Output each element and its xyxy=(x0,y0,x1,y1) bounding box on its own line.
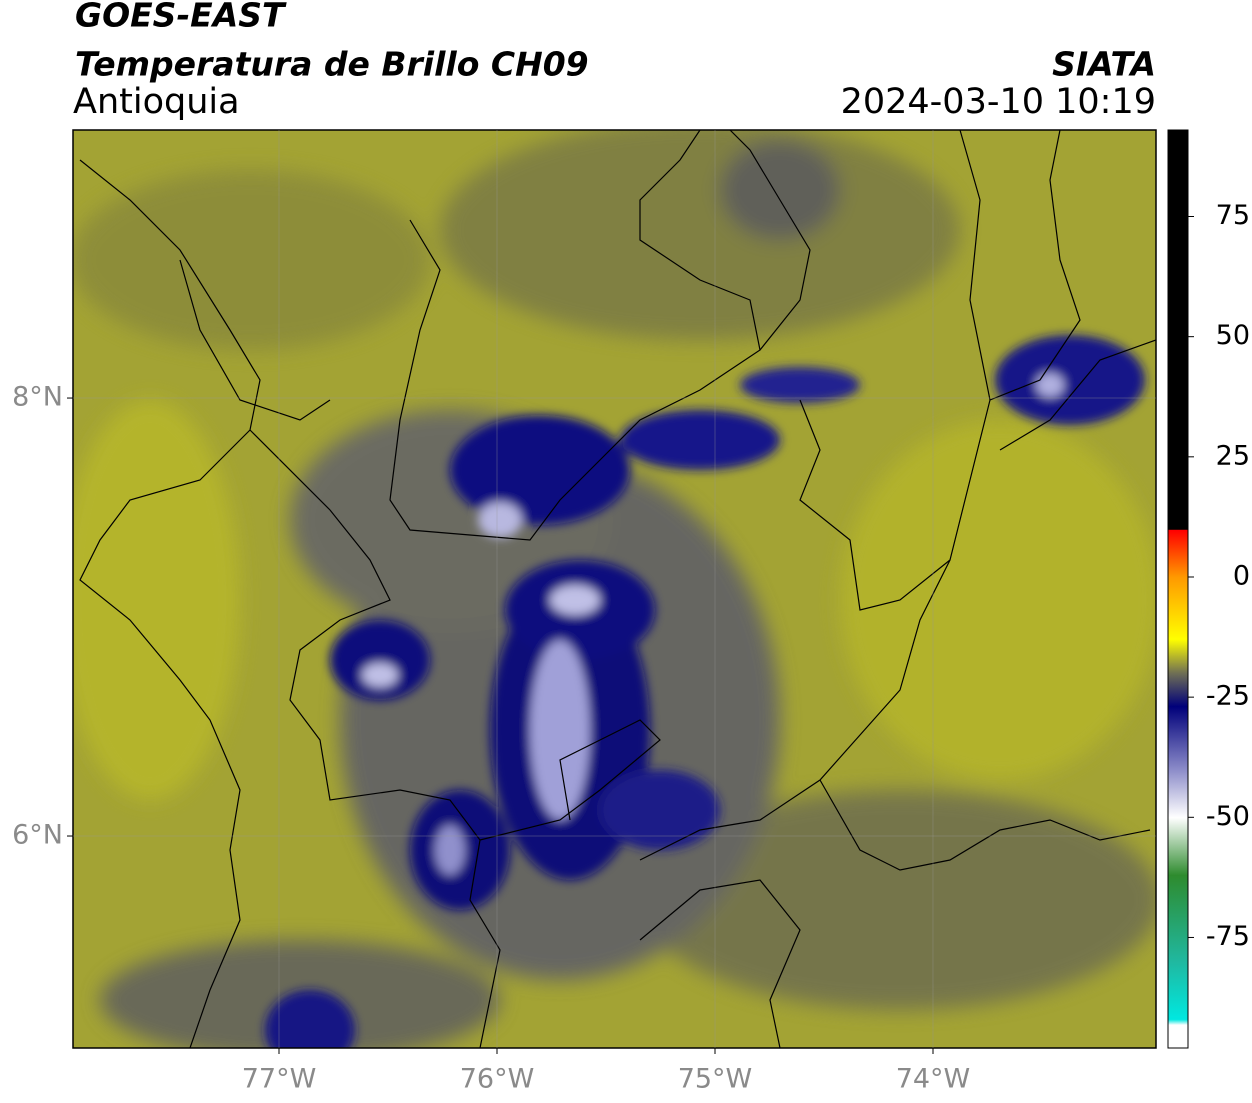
colorbar-label: -25 xyxy=(1206,681,1250,712)
x-tick-label: 74°W xyxy=(896,1064,971,1095)
colorbar-label: 50 xyxy=(1216,320,1250,351)
y-tick-label: 6°N xyxy=(12,820,63,851)
colorbar-label: -50 xyxy=(1206,801,1250,832)
borders xyxy=(79,130,1156,1048)
y-tick-label: 8°N xyxy=(12,382,63,413)
datetime: 2024-03-10 10:19 xyxy=(841,82,1156,122)
x-tick-label: 77°W xyxy=(242,1064,317,1095)
x-tick-label: 75°W xyxy=(678,1064,753,1095)
subtitle: Temperatura de Brillo CH09 xyxy=(75,45,589,84)
colorbar-label: 25 xyxy=(1216,440,1250,471)
region: Antioquia xyxy=(73,82,240,122)
colorbar-label: 0 xyxy=(1233,560,1250,591)
colorbar-label: -75 xyxy=(1206,921,1250,952)
satellite-image xyxy=(73,130,1156,1048)
source: SIATA xyxy=(1052,45,1156,84)
x-tick-label: 76°W xyxy=(460,1064,535,1095)
title: GOES-EAST xyxy=(75,0,287,35)
map-frame xyxy=(72,129,1157,1049)
colorbar xyxy=(1167,129,1189,1049)
colorbar-label: 75 xyxy=(1216,200,1250,231)
